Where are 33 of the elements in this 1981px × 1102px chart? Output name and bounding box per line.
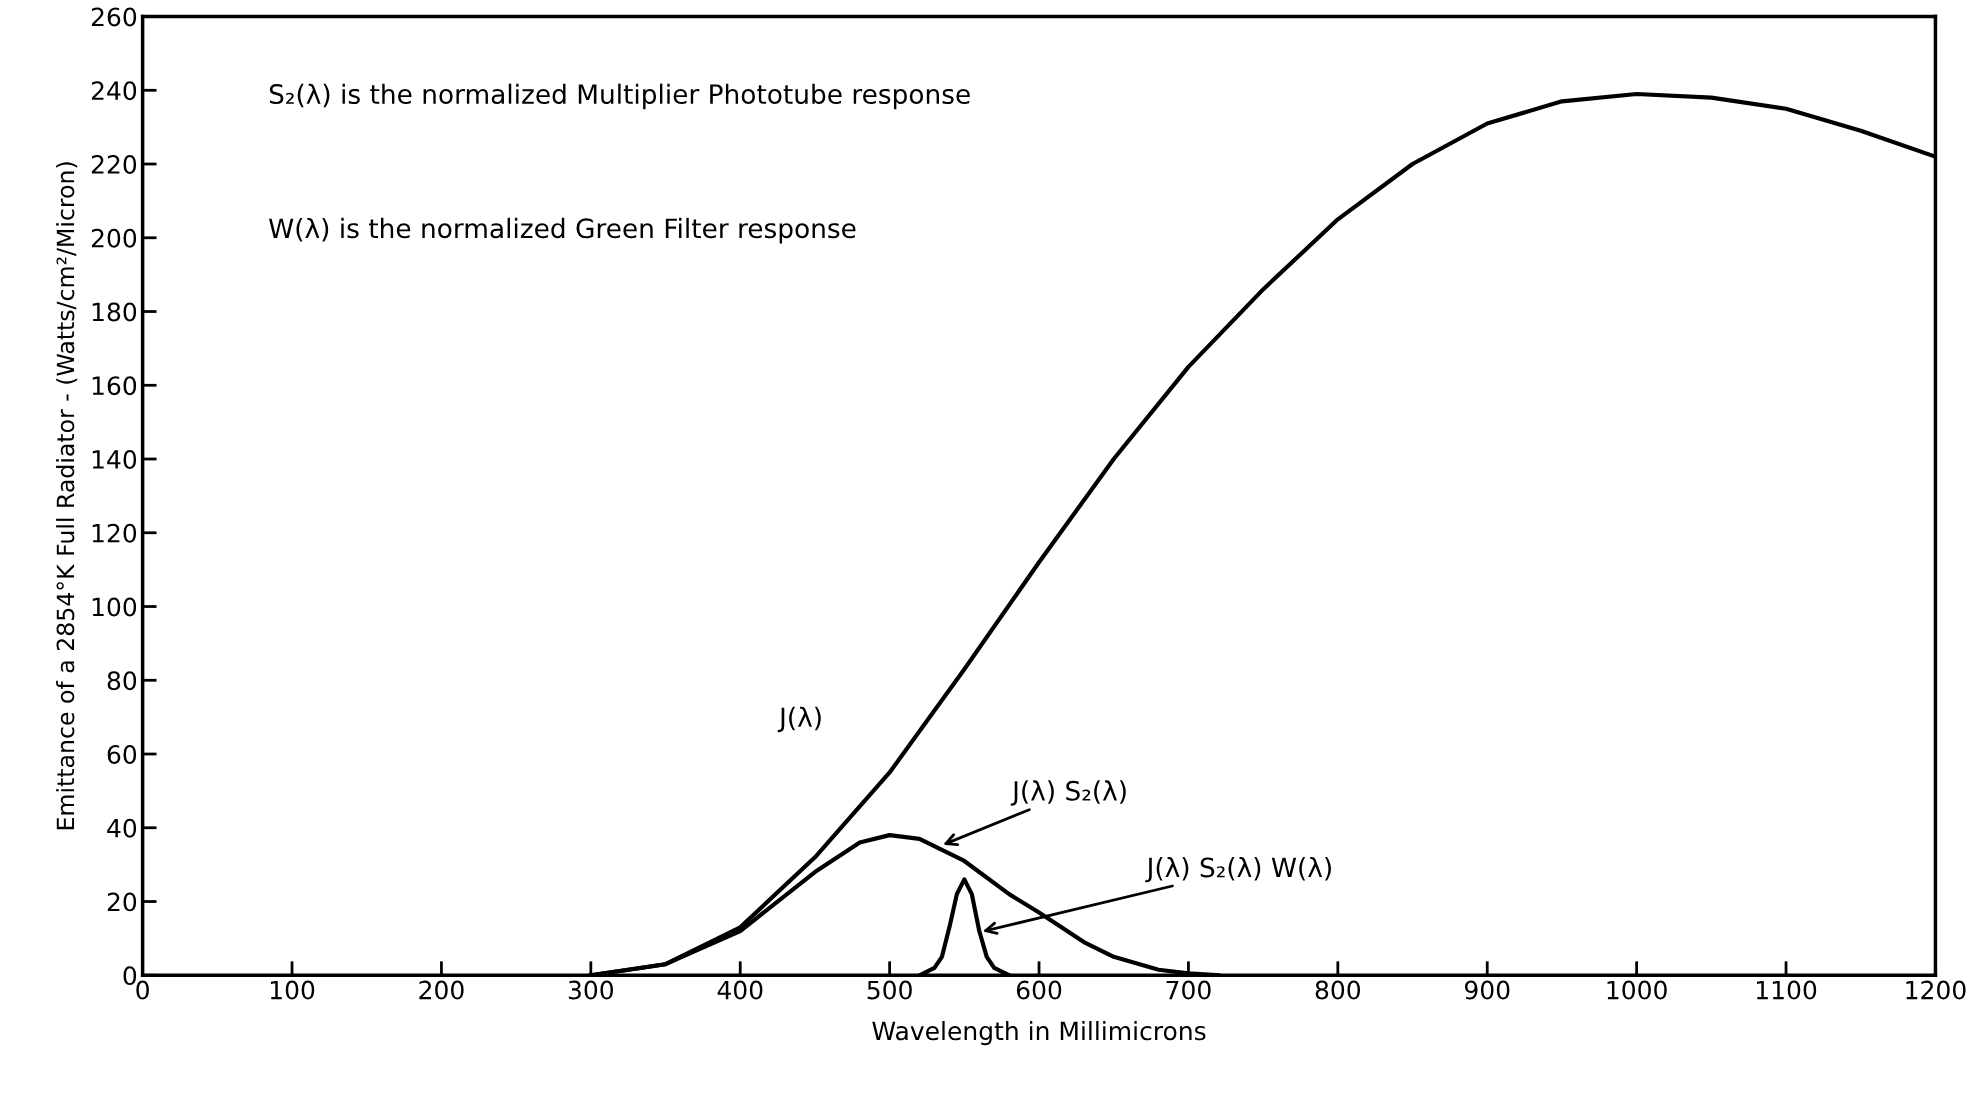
y-tick-label: 0 — [123, 966, 137, 986]
y-tick-label: 120 — [92, 523, 137, 543]
y-tick-label: 80 — [107, 671, 137, 691]
y-tick-label: 20 — [107, 892, 137, 912]
y-axis-title: Emittance of a 2854°K Full Radiator - (Watts/cm²/Micron) — [56, 162, 78, 830]
x-tick-label: 600 — [1016, 980, 1062, 1000]
x-axis-title: Wavelength in Millimicrons — [872, 1020, 1206, 1046]
x-tick-label: 200 — [419, 980, 464, 1000]
x-tick-label: 700 — [1166, 980, 1211, 1000]
x-tick-label: 800 — [1315, 980, 1361, 1000]
y-tick-label: 140 — [92, 449, 137, 469]
x-tick-label: 100 — [270, 980, 315, 1000]
annotation: W(λ) is the normalized Green Filter response — [269, 217, 856, 244]
y-tick-label: 60 — [107, 744, 137, 764]
y-tick-label: 40 — [107, 818, 137, 838]
y-tick-label: 180 — [92, 302, 137, 322]
y-tick-label: 240 — [91, 81, 137, 101]
x-tick-label: 500 — [867, 980, 912, 1000]
y-tick-label: 260 — [91, 7, 137, 27]
annotation: J(λ) S₂(λ) W(λ) — [1145, 857, 1331, 883]
x-tick-label: 1200 — [1906, 980, 1966, 1000]
x-tick-label: 1100 — [1756, 980, 1817, 1000]
annotation: S₂(λ) is the normalized Multiplier Phototube response — [269, 83, 970, 110]
x-tick-label: 400 — [717, 980, 763, 1000]
annotation: J(λ) — [777, 706, 821, 733]
y-tick-label: 100 — [92, 597, 137, 617]
x-tick-label: 900 — [1464, 980, 1510, 1000]
y-tick-label: 200 — [91, 228, 137, 248]
x-tick-label: 1000 — [1607, 980, 1667, 1000]
annotation: J(λ) S₂(λ) — [1010, 780, 1126, 806]
y-tick-label: 160 — [92, 376, 137, 396]
y-tick-label: 220 — [91, 154, 137, 174]
x-tick-label: 300 — [568, 980, 614, 1000]
